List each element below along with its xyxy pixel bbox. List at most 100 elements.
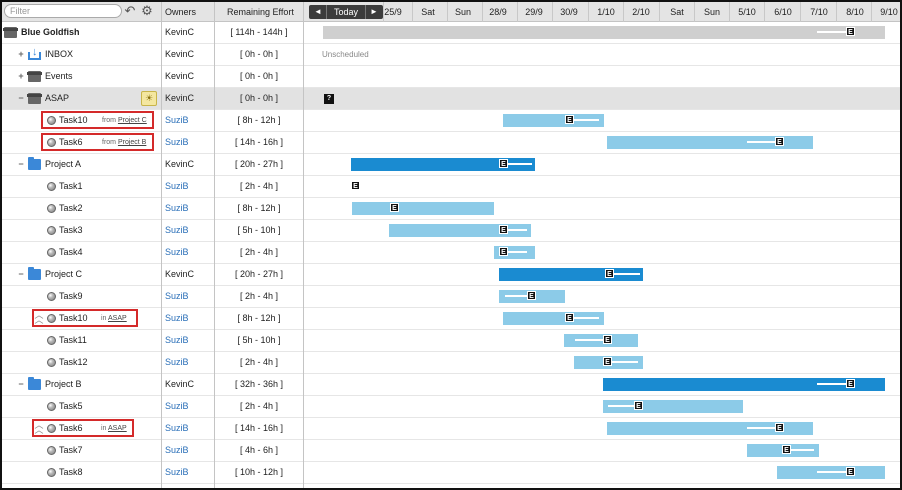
owner-cell[interactable]: SuziB [165,423,189,433]
table-row[interactable]: − Project C KevinC [ 20h - 27h ] [2,264,900,286]
owner-cell[interactable]: SuziB [165,137,189,147]
collapse-icon[interactable]: − [18,159,24,169]
task-name[interactable]: Project A [45,159,82,169]
task-name[interactable]: Task10 [59,313,88,323]
gantt-bar[interactable] [607,136,813,149]
owner-cell[interactable]: SuziB [165,203,189,213]
table-row[interactable]: − Project A KevinC [ 20h - 27h ] [2,154,900,176]
table-row[interactable]: + Events KevinC [ 0h - 0h ] [2,66,900,88]
table-row[interactable]: ︿ ︿ Task10 in ASAP SuziB [ 8h - 12h ] [2,308,900,330]
owner-cell[interactable]: SuziB [165,115,189,125]
table-row[interactable]: Task12 SuziB [ 2h - 4h ] [2,352,900,374]
table-row[interactable]: Task8 SuziB [ 10h - 12h ] [2,462,900,484]
asap-link[interactable]: ASAP [108,425,127,432]
task-name[interactable]: Task6 [59,423,83,433]
table-row[interactable]: Task7 SuziB [ 4h - 6h ] [2,440,900,462]
estimate-marker[interactable]: E [499,247,508,256]
task-name[interactable]: INBOX [45,49,74,59]
table-row[interactable]: − Project B KevinC [ 32h - 36h ] [2,374,900,396]
task-name[interactable]: Project B [45,379,82,389]
asap-link[interactable]: ASAP [108,315,127,322]
estimate-marker[interactable]: E [499,225,508,234]
table-row[interactable]: Task6 from Project B SuziB [ 14h - 16h ] [2,132,900,154]
task-name[interactable]: Task8 [59,467,83,477]
owner-cell[interactable]: KevinC [165,71,195,81]
task-name[interactable]: ASAP [45,93,70,103]
table-row[interactable]: Task10 from Project C SuziB [ 8h - 12h ] [2,110,900,132]
estimate-marker[interactable]: E [527,291,536,300]
estimate-marker[interactable]: E [846,467,855,476]
task-name[interactable]: Task10 [59,115,88,125]
effort-column-header[interactable]: Remaining Effort [227,7,294,17]
task-name[interactable]: Task11 [59,335,87,345]
gantt-bar[interactable] [503,114,604,127]
source-project-link[interactable]: Project B [117,139,147,146]
owner-cell[interactable]: KevinC [165,159,195,169]
gantt-bar[interactable] [603,378,885,391]
gantt-bar[interactable] [607,422,813,435]
lightbulb-icon[interactable]: ☀ [141,91,157,106]
expand-icon[interactable]: + [18,49,24,59]
table-row[interactable]: Task2 SuziB [ 8h - 12h ] [2,198,900,220]
estimate-marker[interactable]: E [351,181,360,190]
task-name[interactable]: Task5 [59,401,83,411]
owner-cell[interactable]: SuziB [165,467,189,477]
collapse-icon[interactable]: − [18,269,24,279]
move-up-icon[interactable]: ︿ ︿ [34,310,44,325]
estimate-marker[interactable]: E [603,335,612,344]
estimate-marker[interactable]: E [565,115,574,124]
collapse-icon[interactable]: − [18,379,24,389]
task-name[interactable]: Task7 [59,445,83,455]
estimate-marker[interactable]: E [603,357,612,366]
estimate-marker[interactable]: E [782,445,791,454]
task-name[interactable]: Task6 [59,137,83,147]
table-row[interactable]: Task5 SuziB [ 2h - 4h ] [2,396,900,418]
task-name[interactable]: Task2 [59,203,83,213]
owner-cell[interactable]: KevinC [165,27,195,37]
estimate-marker[interactable]: E [605,269,614,278]
estimate-marker[interactable]: E [775,423,784,432]
owner-cell[interactable]: SuziB [165,357,189,367]
table-row[interactable]: − ASAP ☀ KevinC [ 0h - 0h ] [2,88,900,110]
filter-input[interactable] [4,4,122,18]
source-project-link[interactable]: Project C [117,117,147,124]
next-button[interactable]: ► [370,7,378,16]
owner-cell[interactable]: KevinC [165,93,195,103]
undo-icon[interactable]: ↶ [124,3,136,18]
today-button[interactable]: Today [326,5,366,19]
table-row[interactable]: ︿ ︿ Task6 in ASAP SuziB [ 14h - 16h ] [2,418,900,440]
estimate-marker[interactable]: E [775,137,784,146]
unknown-marker[interactable]: ? [324,94,334,104]
owner-cell[interactable]: SuziB [165,225,189,235]
move-up-icon[interactable]: ︿ ︿ [34,420,44,435]
table-row[interactable]: Task1 SuziB [ 2h - 4h ] [2,176,900,198]
task-name[interactable]: Task3 [59,225,83,235]
table-row[interactable]: Blue Goldfish KevinC [ 114h - 144h ] [2,22,900,44]
gantt-bar[interactable] [503,312,604,325]
prev-button[interactable]: ◄ [314,7,322,16]
gantt-bar[interactable] [323,26,885,39]
gear-icon[interactable]: ⚙ [141,3,153,18]
owner-cell[interactable]: SuziB [165,291,189,301]
task-name[interactable]: Task4 [59,247,83,257]
owner-cell[interactable]: KevinC [165,49,195,59]
gantt-bar[interactable] [351,158,535,171]
task-name[interactable]: Project C [45,269,83,279]
owner-cell[interactable]: SuziB [165,313,189,323]
task-name[interactable]: Task12 [59,357,88,367]
table-row[interactable]: + INBOX KevinC [ 0h - 0h ] [2,42,900,66]
table-row[interactable]: Task3 SuziB [ 5h - 10h ] [2,220,900,242]
estimate-marker[interactable]: E [390,203,399,212]
gantt-bar[interactable] [352,202,494,215]
estimate-marker[interactable]: E [846,27,855,36]
estimate-marker[interactable]: E [846,379,855,388]
task-name[interactable]: Task9 [59,291,83,301]
estimate-marker[interactable]: E [565,313,574,322]
collapse-icon[interactable]: − [18,93,24,103]
table-row[interactable]: Task9 SuziB [ 2h - 4h ] [2,286,900,308]
owner-cell[interactable]: SuziB [165,335,189,345]
table-row[interactable]: Task11 SuziB [ 5h - 10h ] [2,330,900,352]
owner-cell[interactable]: SuziB [165,247,189,257]
table-row[interactable]: Task4 SuziB [ 2h - 4h ] [2,242,900,264]
estimate-marker[interactable]: E [499,159,508,168]
